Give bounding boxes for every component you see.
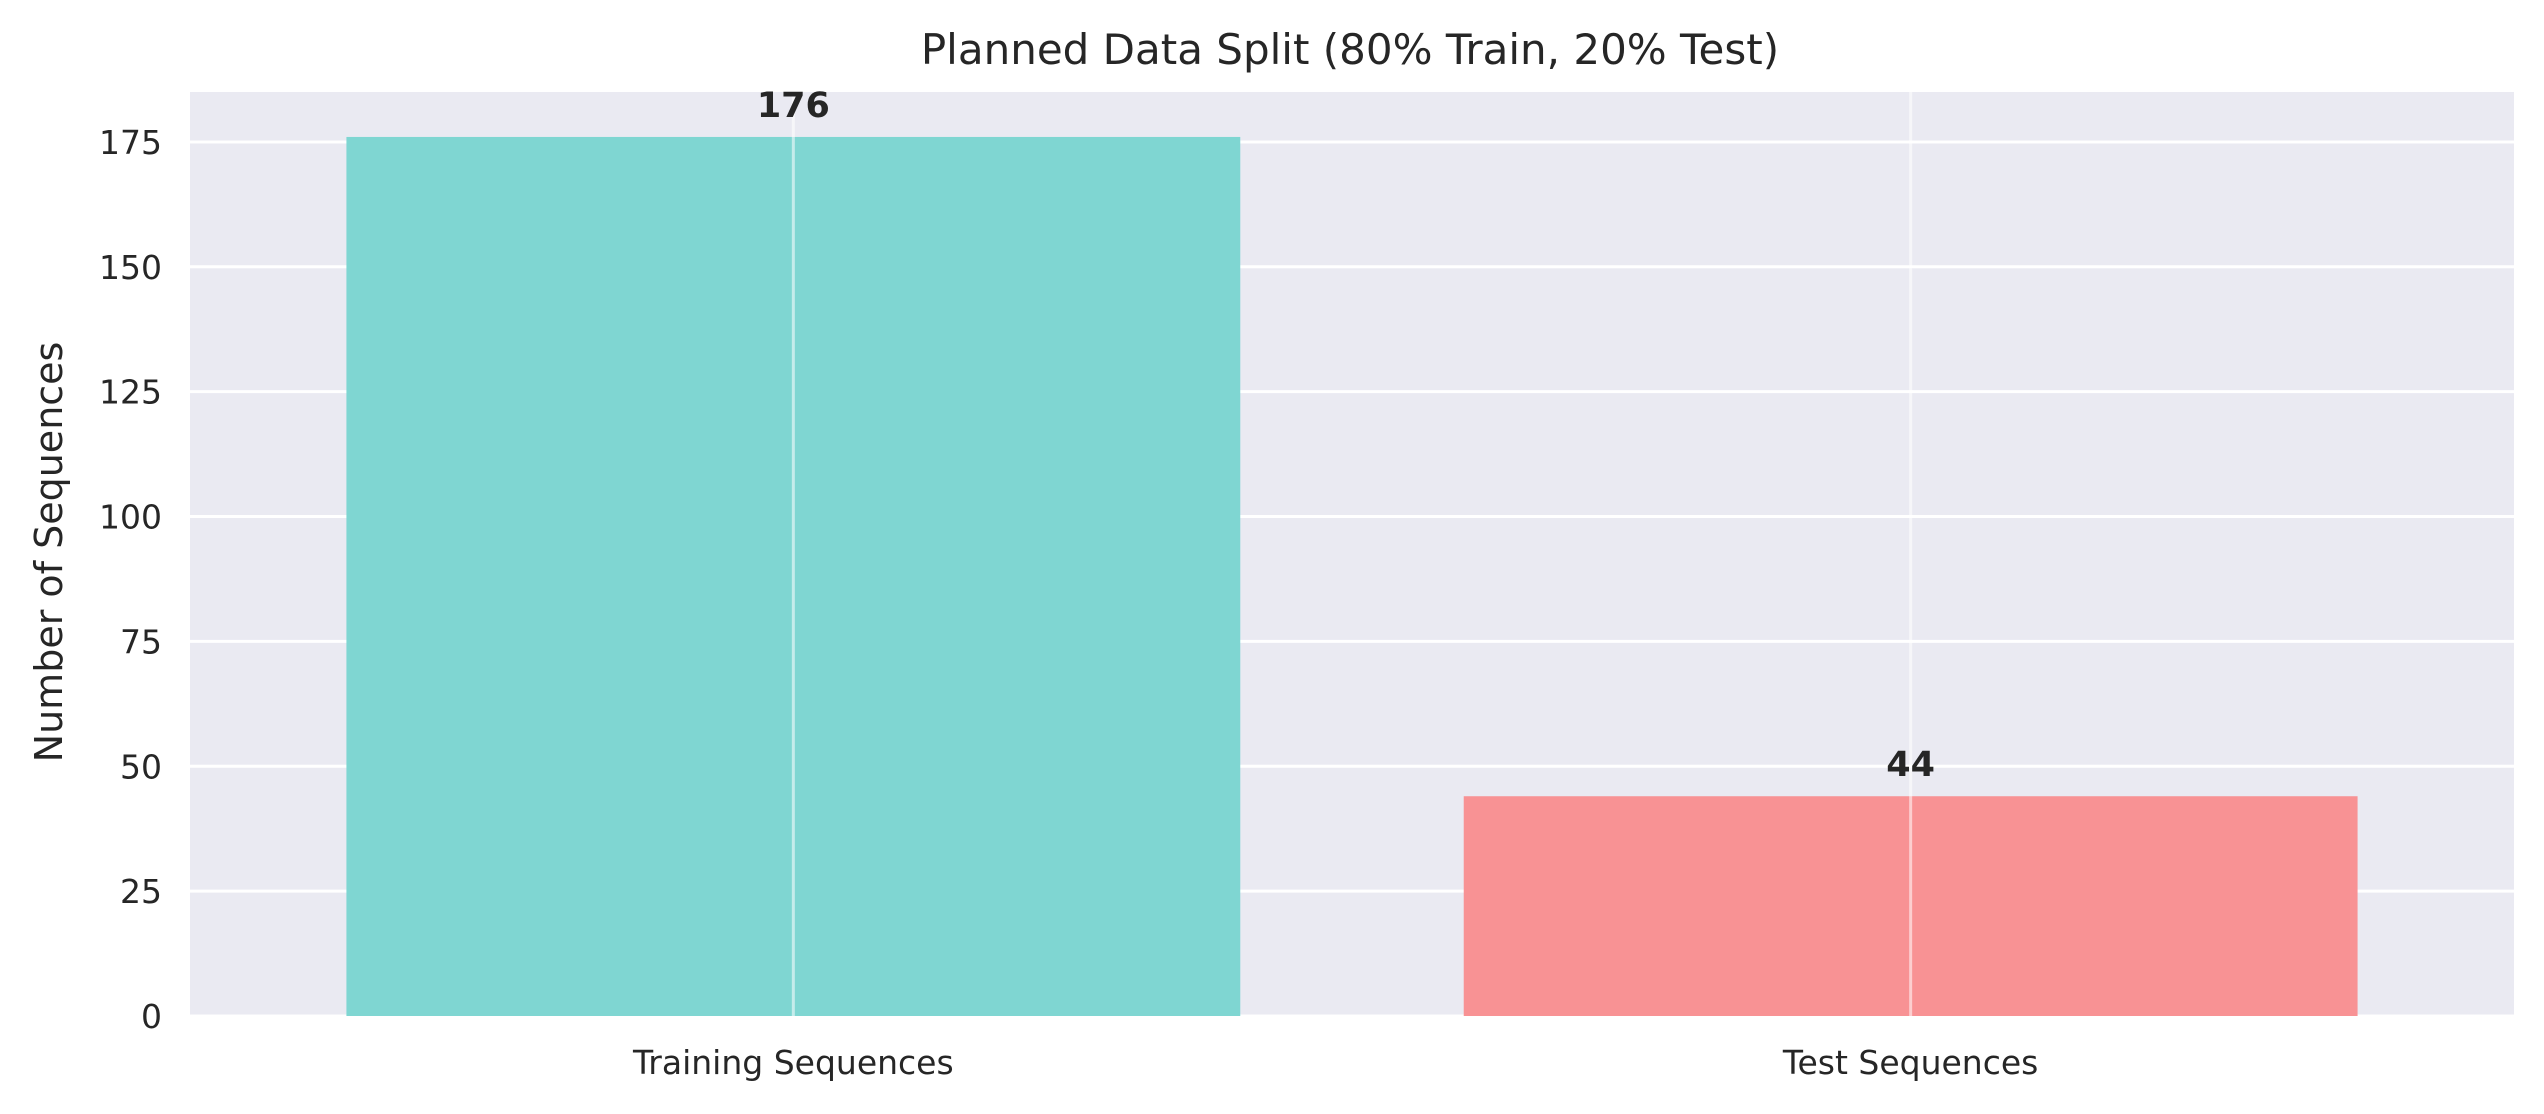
y-tick-label: 0	[141, 997, 162, 1036]
y-tick-label: 150	[99, 248, 162, 287]
x-tick-label: Training Sequences	[632, 1043, 954, 1082]
y-tick-label: 175	[99, 123, 162, 162]
y-tick-label: 25	[120, 872, 162, 911]
y-axis-label: Number of Sequences	[27, 342, 71, 763]
x-tick-label: Test Sequences	[1782, 1043, 2038, 1082]
data-labels: 176 44	[757, 86, 1935, 785]
y-tick-label: 75	[120, 622, 162, 661]
x-axis-ticks: Training Sequences Test Sequences	[632, 1043, 2038, 1082]
y-tick-label: 125	[99, 373, 162, 412]
data-label: 176	[757, 86, 830, 126]
chart-title: Planned Data Split (80% Train, 20% Test)	[921, 25, 1779, 74]
data-label: 44	[1886, 745, 1935, 785]
vertical-grid-lines	[791, 92, 1913, 1016]
y-tick-label: 50	[120, 747, 162, 786]
y-axis-ticks: 0 25 50 75 100 125 150 175	[99, 123, 162, 1036]
y-tick-label: 100	[99, 498, 162, 537]
